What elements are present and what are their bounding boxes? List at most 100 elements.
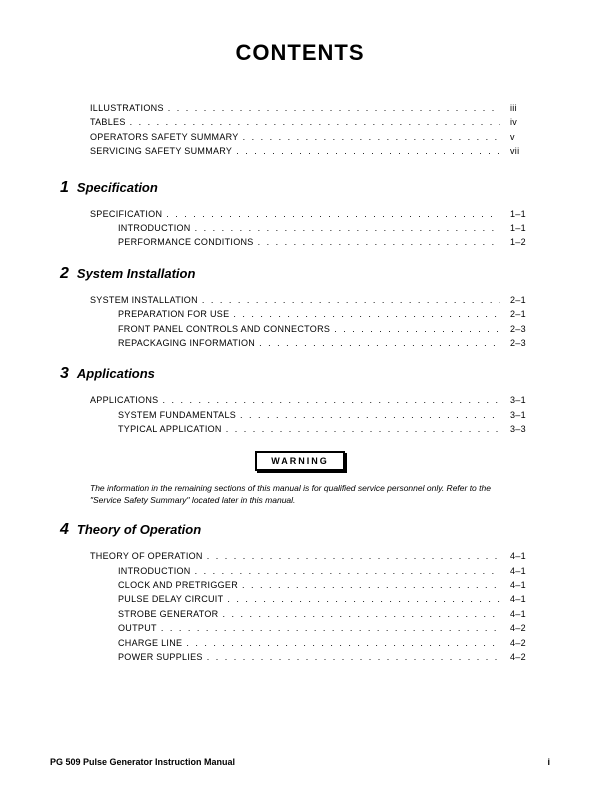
toc-entry-label: POWER SUPPLIES <box>90 650 203 664</box>
toc-entry-page: vii <box>500 144 530 158</box>
toc-entry-page: 2–3 <box>500 336 530 350</box>
toc-entry: PREPARATION FOR USE. . . . . . . . . . .… <box>90 307 530 321</box>
toc-entry-label: REPACKAGING INFORMATION <box>90 336 255 350</box>
section-number: 3 <box>60 365 69 383</box>
toc-entry-dots: . . . . . . . . . . . . . . . . . . . . … <box>198 293 500 307</box>
toc-entry-page: 2–1 <box>500 307 530 321</box>
footer-right: i <box>547 757 550 767</box>
toc-entry-dots: . . . . . . . . . . . . . . . . . . . . … <box>239 130 500 144</box>
toc-entry-label: TABLES <box>90 115 126 129</box>
toc-entry: SERVICING SAFETY SUMMARY. . . . . . . . … <box>90 144 530 158</box>
toc-entry-page: 1–2 <box>500 235 530 249</box>
toc-entry-dots: . . . . . . . . . . . . . . . . . . . . … <box>126 115 500 129</box>
toc-entry-label: FRONT PANEL CONTROLS AND CONNECTORS <box>90 322 330 336</box>
toc-entry-page: 4–1 <box>500 564 530 578</box>
toc-entry-label: SPECIFICATION <box>90 207 162 221</box>
toc-entry-page: 3–3 <box>500 422 530 436</box>
toc-entry-page: iii <box>500 101 530 115</box>
toc-entry-dots: . . . . . . . . . . . . . . . . . . . . … <box>162 207 500 221</box>
toc-entry-dots: . . . . . . . . . . . . . . . . . . . . … <box>223 592 500 606</box>
toc-entry: SYSTEM FUNDAMENTALS. . . . . . . . . . .… <box>90 408 530 422</box>
toc-entry-page: 4–1 <box>500 607 530 621</box>
section-title: Applications <box>77 366 155 381</box>
page-container: CONTENTS ILLUSTRATIONS. . . . . . . . . … <box>0 0 600 792</box>
toc-entry-page: 3–1 <box>500 408 530 422</box>
section-heading: 1Specification <box>60 179 550 197</box>
toc-entry-label: STROBE GENERATOR <box>90 607 218 621</box>
toc-entry: CLOCK AND PRETRIGGER. . . . . . . . . . … <box>90 578 530 592</box>
toc-entry-page: 4–1 <box>500 549 530 563</box>
toc-entry-label: OPERATORS SAFETY SUMMARY <box>90 130 239 144</box>
toc-entry-label: SYSTEM FUNDAMENTALS <box>90 408 236 422</box>
toc-entry-label: PREPARATION FOR USE <box>90 307 229 321</box>
section-number: 2 <box>60 265 69 283</box>
toc-entry-page: 4–1 <box>500 578 530 592</box>
toc-entry-label: THEORY OF OPERATION <box>90 549 203 563</box>
toc-entry-page: 2–3 <box>500 322 530 336</box>
toc-entry-dots: . . . . . . . . . . . . . . . . . . . . … <box>238 578 500 592</box>
toc-entry-dots: . . . . . . . . . . . . . . . . . . . . … <box>229 307 500 321</box>
toc-entry-page: iv <box>500 115 530 129</box>
toc-entry-dots: . . . . . . . . . . . . . . . . . . . . … <box>182 636 500 650</box>
toc-entry-label: APPLICATIONS <box>90 393 158 407</box>
toc-entry-page: 1–1 <box>500 207 530 221</box>
section-entries: SYSTEM INSTALLATION. . . . . . . . . . .… <box>90 293 530 351</box>
toc-entry: OPERATORS SAFETY SUMMARY. . . . . . . . … <box>90 130 530 144</box>
toc-entry-label: TYPICAL APPLICATION <box>90 422 222 436</box>
toc-entry: SPECIFICATION. . . . . . . . . . . . . .… <box>90 207 530 221</box>
toc-entry-label: ILLUSTRATIONS <box>90 101 164 115</box>
section-heading: 4 Theory of Operation <box>60 521 550 539</box>
toc-entry-page: 4–2 <box>500 621 530 635</box>
toc-entry: STROBE GENERATOR. . . . . . . . . . . . … <box>90 607 530 621</box>
section-number: 4 <box>60 521 69 539</box>
toc-entry: CHARGE LINE. . . . . . . . . . . . . . .… <box>90 636 530 650</box>
section-heading: 2 System Installation <box>60 265 550 283</box>
toc-entry-dots: . . . . . . . . . . . . . . . . . . . . … <box>203 650 500 664</box>
toc-entry-dots: . . . . . . . . . . . . . . . . . . . . … <box>158 393 500 407</box>
toc-entry-page: 4–2 <box>500 636 530 650</box>
page-title: CONTENTS <box>50 40 550 66</box>
toc-entry-page: 4–2 <box>500 650 530 664</box>
toc-entry: REPACKAGING INFORMATION. . . . . . . . .… <box>90 336 530 350</box>
toc-entry-dots: . . . . . . . . . . . . . . . . . . . . … <box>191 221 500 235</box>
toc-entry: APPLICATIONS. . . . . . . . . . . . . . … <box>90 393 530 407</box>
toc-entry-label: SYSTEM INSTALLATION <box>90 293 198 307</box>
toc-entry-dots: . . . . . . . . . . . . . . . . . . . . … <box>232 144 500 158</box>
section-title: System Installation <box>77 266 195 281</box>
sections-container: 1SpecificationSPECIFICATION. . . . . . .… <box>50 179 550 665</box>
toc-entry: INTRODUCTION. . . . . . . . . . . . . . … <box>90 564 530 578</box>
section-entries: SPECIFICATION. . . . . . . . . . . . . .… <box>90 207 530 250</box>
section-heading: 3 Applications <box>60 365 550 383</box>
toc-entry-label: OUTPUT <box>90 621 157 635</box>
footer: PG 509 Pulse Generator Instruction Manua… <box>50 757 550 767</box>
toc-entry: TABLES. . . . . . . . . . . . . . . . . … <box>90 115 530 129</box>
toc-entry-label: SERVICING SAFETY SUMMARY <box>90 144 232 158</box>
toc-entry: FRONT PANEL CONTROLS AND CONNECTORS. . .… <box>90 322 530 336</box>
toc-entry-label: PULSE DELAY CIRCUIT <box>90 592 223 606</box>
toc-entry: OUTPUT. . . . . . . . . . . . . . . . . … <box>90 621 530 635</box>
toc-entry-dots: . . . . . . . . . . . . . . . . . . . . … <box>236 408 500 422</box>
toc-entry-dots: . . . . . . . . . . . . . . . . . . . . … <box>330 322 500 336</box>
toc-entry-page: 4–1 <box>500 592 530 606</box>
toc-entry: ILLUSTRATIONS. . . . . . . . . . . . . .… <box>90 101 530 115</box>
section-title: Specification <box>77 180 158 195</box>
toc-entry-label: PERFORMANCE CONDITIONS <box>90 235 254 249</box>
toc-entry-dots: . . . . . . . . . . . . . . . . . . . . … <box>255 336 500 350</box>
toc-entry: THEORY OF OPERATION. . . . . . . . . . .… <box>90 549 530 563</box>
toc-entry-dots: . . . . . . . . . . . . . . . . . . . . … <box>254 235 500 249</box>
footer-left: PG 509 Pulse Generator Instruction Manua… <box>50 757 235 767</box>
toc-entry-label: INTRODUCTION <box>90 221 191 235</box>
toc-entry-dots: . . . . . . . . . . . . . . . . . . . . … <box>191 564 500 578</box>
toc-entry: INTRODUCTION. . . . . . . . . . . . . . … <box>90 221 530 235</box>
toc-entry: SYSTEM INSTALLATION. . . . . . . . . . .… <box>90 293 530 307</box>
toc-entry-page: 1–1 <box>500 221 530 235</box>
toc-entry-dots: . . . . . . . . . . . . . . . . . . . . … <box>164 101 500 115</box>
pre-entries-block: ILLUSTRATIONS. . . . . . . . . . . . . .… <box>90 101 530 159</box>
toc-entry: POWER SUPPLIES. . . . . . . . . . . . . … <box>90 650 530 664</box>
toc-entry-label: CLOCK AND PRETRIGGER <box>90 578 238 592</box>
service-note: The information in the remaining section… <box>90 483 520 507</box>
toc-entry-label: CHARGE LINE <box>90 636 182 650</box>
toc-entry-page: 2–1 <box>500 293 530 307</box>
warning-box: WARNING <box>255 451 345 471</box>
section-title: Theory of Operation <box>77 522 201 537</box>
